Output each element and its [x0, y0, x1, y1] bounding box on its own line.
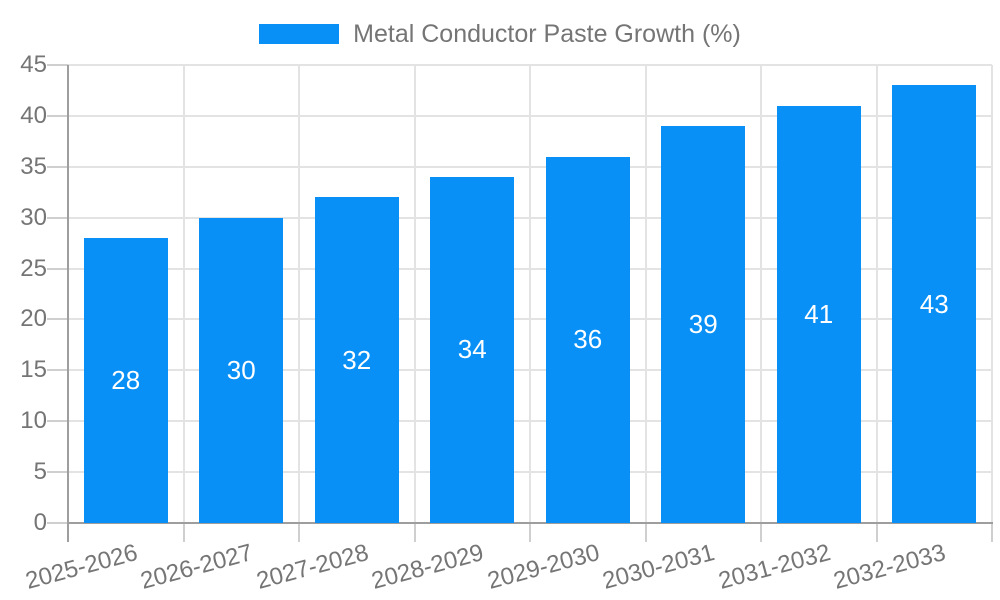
y-axis-tick-label: 5 — [33, 458, 47, 486]
x-axis-category-label: 2031-2032 — [715, 539, 834, 595]
y-tick-mark — [47, 267, 68, 270]
bar[interactable]: 32 — [314, 197, 399, 523]
y-axis-tick-label: 30 — [20, 203, 47, 231]
x-tick-mark — [529, 523, 531, 542]
y-tick-mark — [47, 216, 68, 219]
x-axis-category-label: 2032-2033 — [831, 539, 949, 595]
x-gridline — [298, 65, 300, 523]
x-gridline — [875, 65, 878, 523]
bar-value-label: 30 — [226, 354, 256, 385]
x-axis-line — [68, 522, 993, 524]
bar[interactable]: 30 — [199, 217, 284, 523]
bar-value-label: 34 — [457, 334, 487, 365]
y-tick-mark — [47, 165, 68, 168]
x-tick-mark — [413, 523, 416, 542]
legend-swatch — [259, 24, 340, 44]
x-tick-mark — [182, 523, 185, 542]
y-axis-tick-label: 35 — [20, 152, 47, 180]
x-gridline — [760, 65, 762, 523]
y-tick-mark — [47, 369, 68, 372]
y-axis-tick-label: 45 — [20, 51, 47, 78]
y-axis-tick-label: 15 — [20, 356, 47, 384]
x-gridline — [182, 65, 185, 523]
bar-value-label: 36 — [573, 324, 603, 355]
x-tick-mark — [991, 523, 993, 542]
y-tick-mark — [47, 522, 68, 524]
x-tick-mark — [67, 523, 69, 542]
y-axis-tick-label: 0 — [33, 509, 47, 536]
y-tick-mark — [47, 420, 68, 423]
x-axis-category-label: 2028-2029 — [369, 539, 487, 595]
y-tick-mark — [47, 64, 68, 66]
y-axis-tick-label: 10 — [20, 407, 47, 435]
bar[interactable]: 28 — [83, 238, 168, 523]
x-tick-mark — [644, 523, 647, 542]
bar-value-label: 43 — [919, 288, 949, 319]
y-tick-mark — [47, 318, 68, 321]
x-gridline — [644, 65, 647, 523]
x-gridline — [529, 65, 531, 523]
bar-value-label: 28 — [111, 365, 141, 395]
x-tick-mark — [875, 523, 878, 542]
bar[interactable]: 39 — [661, 126, 746, 523]
x-axis-category-label: 2030-2031 — [600, 539, 718, 595]
y-tick-mark — [47, 114, 68, 117]
x-tick-mark — [760, 523, 762, 542]
bar-value-label: 32 — [342, 344, 372, 375]
legend-label: Metal Conductor Paste Growth (%) — [353, 19, 741, 48]
bar[interactable]: 41 — [776, 105, 861, 523]
y-axis-tick-label: 25 — [20, 254, 47, 282]
x-axis-category-label: 2026-2027 — [138, 539, 256, 595]
bar[interactable]: 36 — [545, 156, 630, 523]
x-gridline — [413, 65, 416, 523]
legend[interactable]: Metal Conductor Paste Growth (%) — [0, 20, 1000, 48]
y-axis-tick-label: 20 — [20, 305, 47, 333]
bar-value-label: 39 — [688, 309, 718, 340]
bar[interactable]: 43 — [892, 85, 977, 523]
bar[interactable]: 34 — [430, 176, 515, 523]
x-axis-category-label: 2029-2030 — [484, 539, 603, 595]
y-axis-line — [67, 65, 69, 523]
x-axis-category-label: 2025-2026 — [22, 539, 141, 595]
bar-value-label: 41 — [804, 298, 834, 329]
y-tick-mark — [47, 471, 68, 474]
x-gridline — [991, 65, 993, 523]
x-tick-mark — [298, 523, 300, 542]
y-axis-tick-label: 40 — [20, 101, 47, 129]
x-axis-category-label: 2027-2028 — [253, 539, 372, 595]
